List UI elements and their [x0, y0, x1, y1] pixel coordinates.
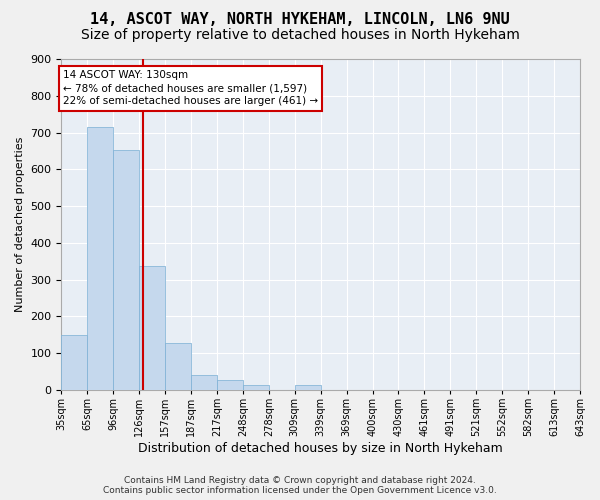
- Bar: [217, 380, 243, 390]
- Text: 14, ASCOT WAY, NORTH HYKEHAM, LINCOLN, LN6 9NU: 14, ASCOT WAY, NORTH HYKEHAM, LINCOLN, L…: [90, 12, 510, 28]
- Bar: [243, 385, 269, 390]
- Bar: [165, 343, 191, 390]
- Y-axis label: Number of detached properties: Number of detached properties: [15, 137, 25, 312]
- Text: Size of property relative to detached houses in North Hykeham: Size of property relative to detached ho…: [80, 28, 520, 42]
- Bar: [191, 376, 217, 390]
- Bar: [295, 385, 321, 390]
- Bar: [139, 266, 165, 390]
- Bar: [88, 127, 113, 390]
- X-axis label: Distribution of detached houses by size in North Hykeham: Distribution of detached houses by size …: [139, 442, 503, 455]
- Text: 14 ASCOT WAY: 130sqm
← 78% of detached houses are smaller (1,597)
22% of semi-de: 14 ASCOT WAY: 130sqm ← 78% of detached h…: [62, 70, 318, 106]
- Bar: [61, 335, 88, 390]
- Bar: [113, 150, 139, 390]
- Text: Contains HM Land Registry data © Crown copyright and database right 2024.
Contai: Contains HM Land Registry data © Crown c…: [103, 476, 497, 495]
